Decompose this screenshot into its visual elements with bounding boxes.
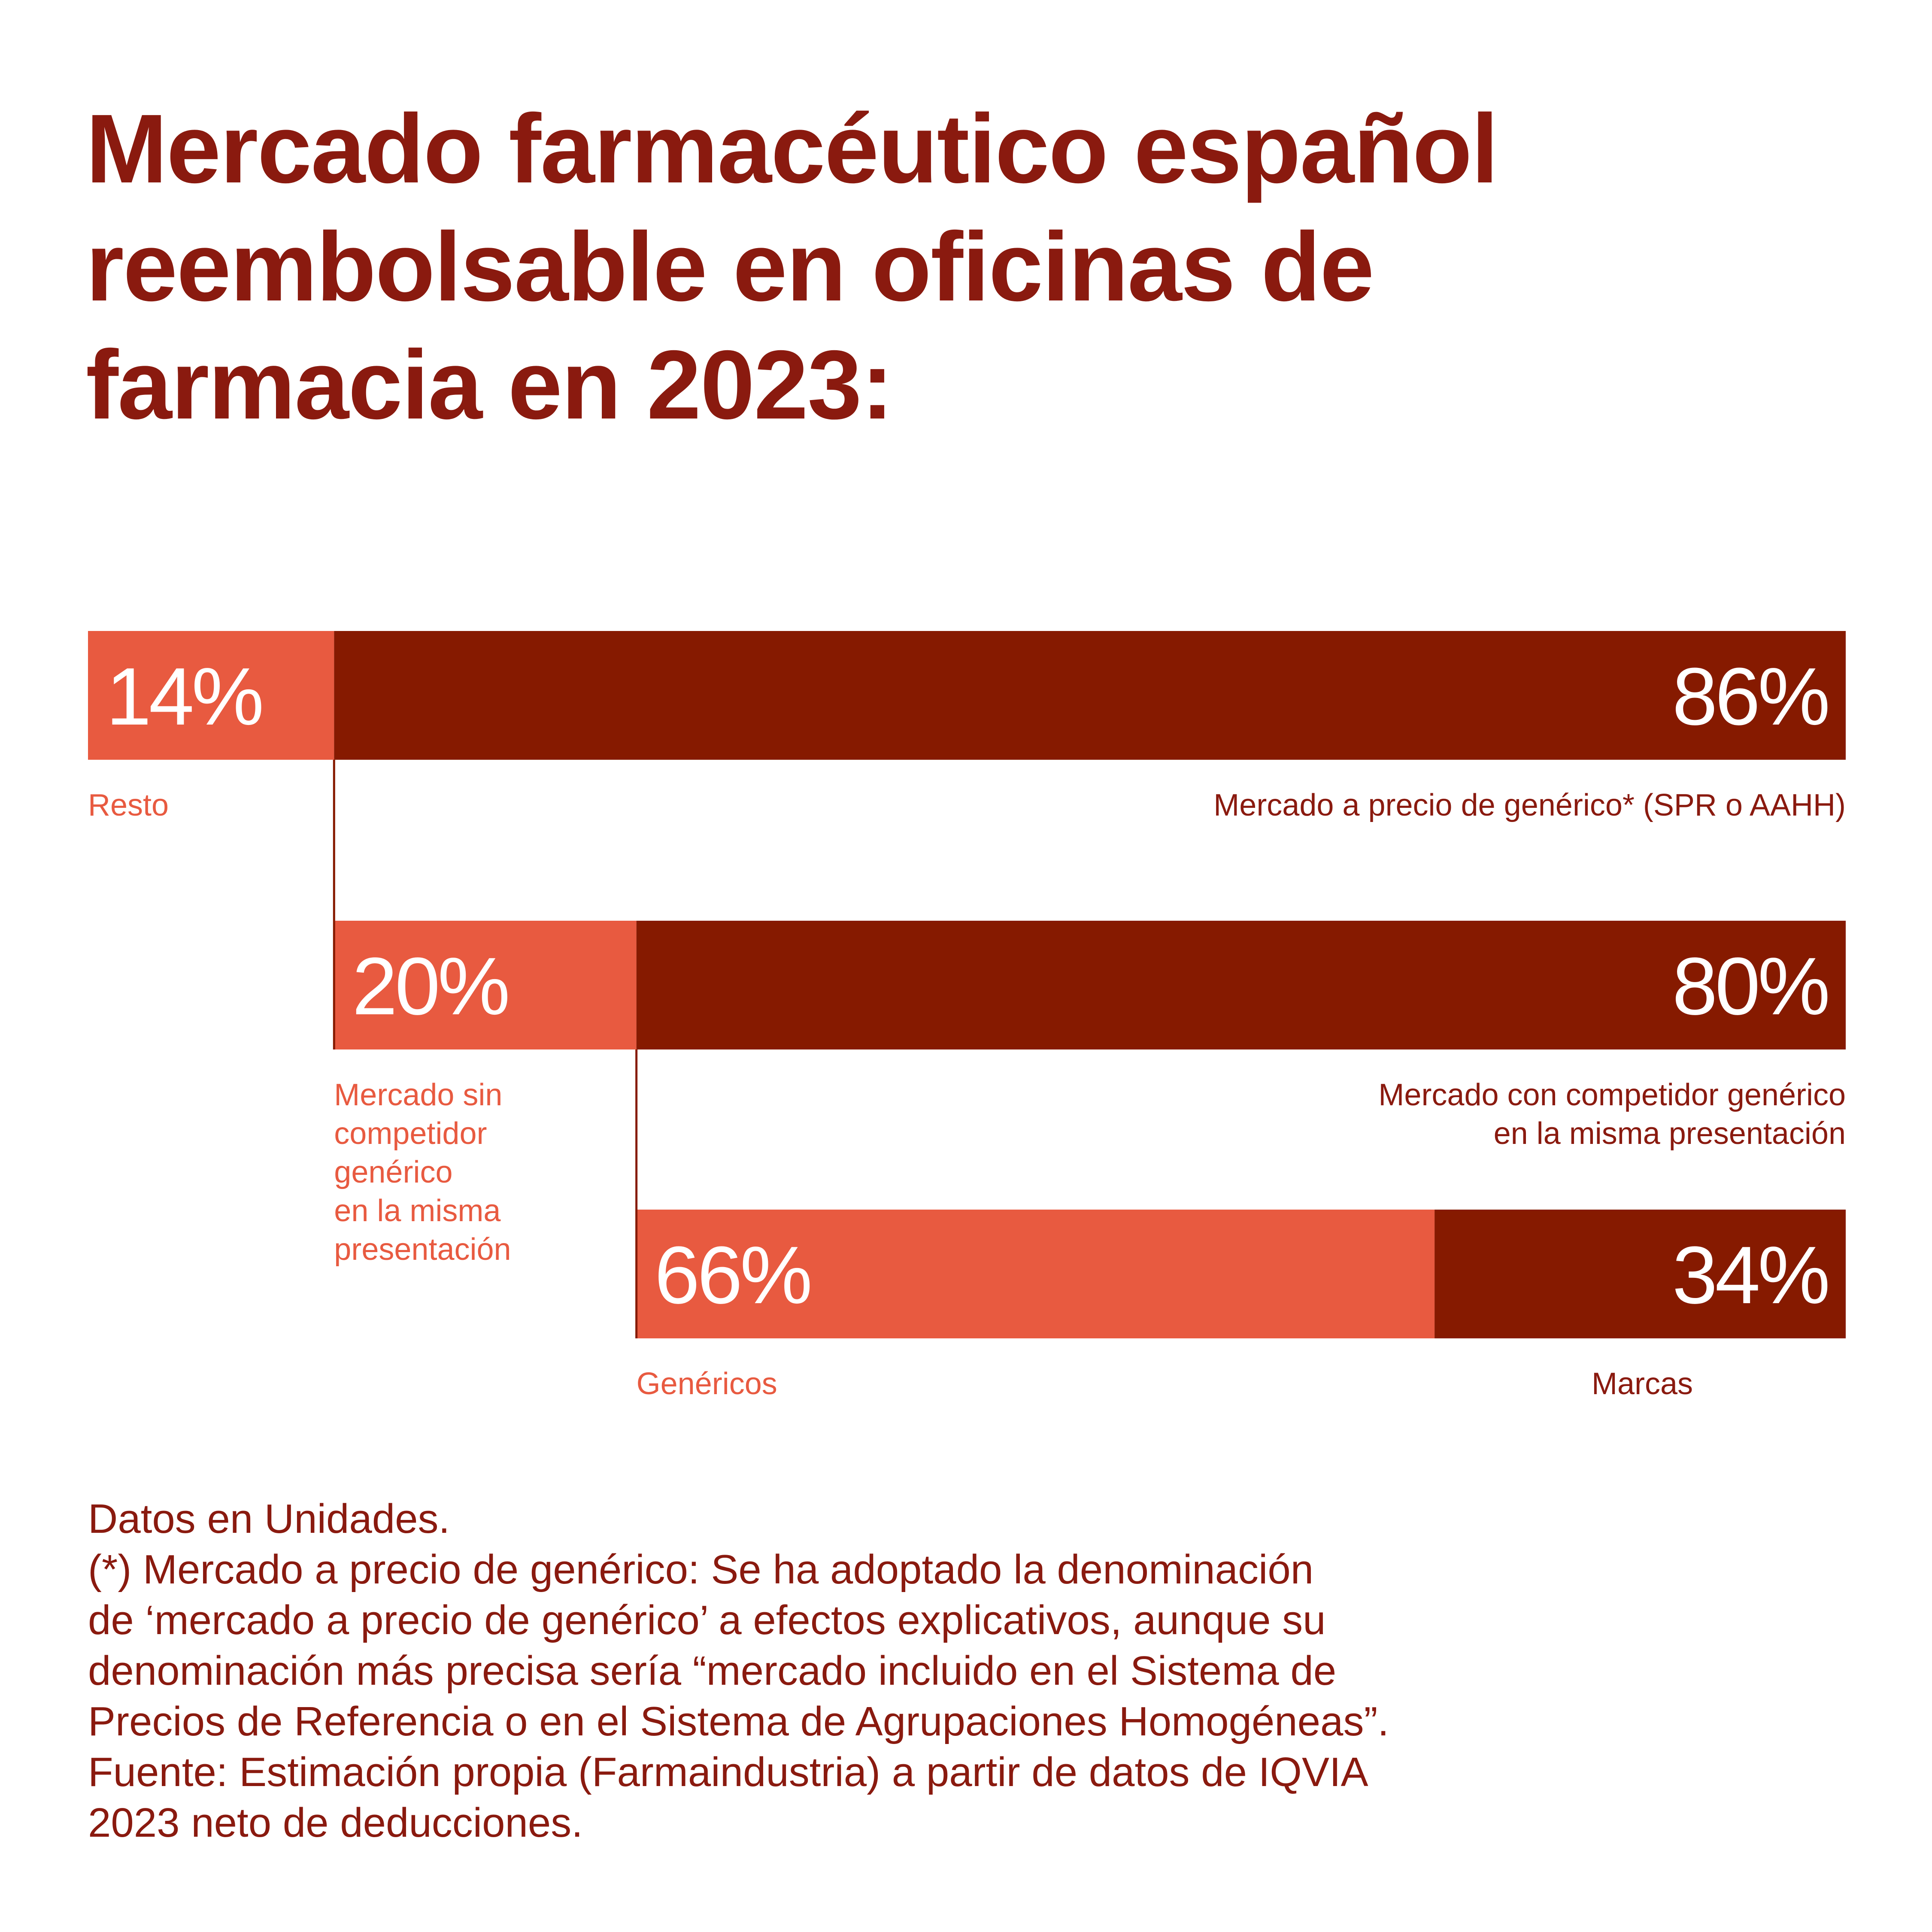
footnote-line: 2023 neto de deducciones.: [88, 1800, 583, 1846]
bar-segment: [88, 631, 334, 760]
category-label: en la misma: [334, 1194, 501, 1228]
data-label: 80%: [1672, 941, 1828, 1032]
category-label: Mercado con competidor genérico: [1378, 1078, 1846, 1112]
footnote-line: de ‘mercado a precio de genérico’ a efec…: [88, 1597, 1326, 1643]
title-line: reembolsable en oficinas de: [86, 212, 1374, 321]
chart-title: Mercado farmacéutico español reembolsabl…: [86, 90, 1760, 444]
category-label: Genéricos: [637, 1367, 777, 1401]
bar-segment: [334, 921, 637, 1049]
category-label: genérico: [334, 1155, 452, 1189]
data-label: 86%: [1672, 651, 1828, 742]
category-label: Marcas: [1592, 1367, 1693, 1401]
footnote-line: Precios de Referencia o en el Sistema de…: [88, 1698, 1389, 1744]
category-label: Mercado a precio de genérico* (SPR o AAH…: [1213, 788, 1846, 822]
data-label: 34%: [1672, 1230, 1828, 1321]
category-label: Mercado sin: [334, 1078, 502, 1112]
category-label: competidor: [334, 1116, 487, 1151]
footnote-line: (*) Mercado a precio de genérico: Se ha …: [88, 1547, 1314, 1592]
bar-segment: [334, 631, 1846, 760]
bar-segment: [1435, 1210, 1846, 1338]
data-label: 20%: [352, 941, 507, 1032]
bar-segment: [636, 921, 1846, 1049]
bar-segment: [636, 1210, 1435, 1338]
category-label: Resto: [88, 788, 169, 822]
title-line: Mercado farmacéutico español: [86, 94, 1498, 203]
title-line: farmacia en 2023:: [86, 331, 894, 440]
footnote-line: Fuente: Estimación propia (Farmaindustri…: [88, 1749, 1368, 1795]
category-label: en la misma presentación: [1494, 1116, 1846, 1151]
data-label: 14%: [106, 651, 261, 742]
category-label: presentación: [334, 1232, 511, 1267]
footnote-line: Datos en Unidades.: [88, 1496, 450, 1542]
data-label: 66%: [655, 1230, 810, 1321]
footnote: Datos en Unidades. (*) Mercado a precio …: [88, 1494, 1805, 1848]
footnote-line: denominación más precisa sería “mercado …: [88, 1648, 1337, 1694]
